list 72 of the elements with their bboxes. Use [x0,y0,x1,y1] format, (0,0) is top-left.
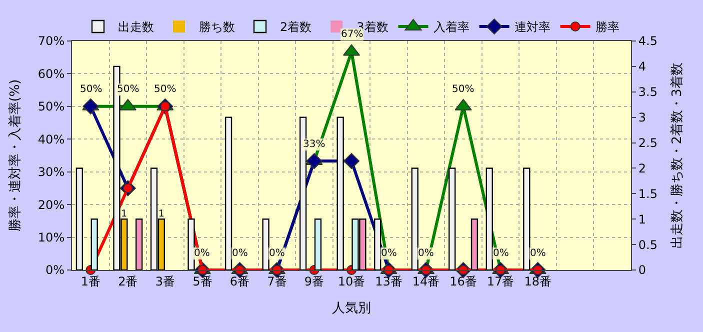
bar [336,116,344,270]
x-axis-title: 人気別 [332,301,371,316]
y2-tick-label: 0.5 [638,238,658,252]
bar [470,218,478,270]
y-tick-label: 10% [38,230,65,244]
x-tick-label: 13番 [375,274,402,288]
data-label: 0% [269,248,285,259]
point [306,153,322,170]
bar [76,168,84,270]
x-tick-label: 9番 [304,274,324,288]
bar [314,218,322,270]
y2-axis-title: 出走数・勝ち数・2着数・3着数 [669,62,686,248]
x-tick-label: 2番 [118,274,138,288]
x-tick-label: 17番 [486,274,514,288]
data-label: 1 [121,208,128,220]
legend-label: 勝ち数 [199,20,235,34]
legend-label: 出走数 [118,20,154,34]
bar [90,218,98,270]
x-tick-label: 1番 [80,274,100,288]
y2-tick-label: 1 [638,212,646,226]
data-label: 33% [303,139,326,150]
point [344,153,360,170]
data-label: 0% [493,248,509,259]
y-tick-label: 70% [38,34,65,48]
y-tick-label: 0% [46,263,65,278]
bar [136,218,143,270]
bar [411,168,418,270]
x-tick-label: 6番 [230,274,250,288]
y-tick-label: 40% [38,132,65,146]
y2-tick-label: 3 [638,110,646,125]
data-label: 0% [381,248,397,259]
x-tick-label: 16番 [450,274,477,288]
bar [262,218,270,270]
y2-tick-label: 1.5 [638,186,658,201]
data-label: 50% [80,84,102,95]
data-label: 50% [154,84,176,95]
bar [486,168,493,270]
data-label: 0% [530,248,546,259]
legend-label: 入着率 [433,20,470,34]
x-tick-label: 14番 [412,274,440,288]
legend-label: 連対率 [514,20,550,34]
bar [374,218,382,270]
bar [448,168,456,270]
legend-label: 2着数 [280,20,312,34]
x-tick-label: 10番 [338,274,366,288]
data-label: 50% [452,84,474,95]
data-label: 0% [194,248,210,259]
y2-tick-label: 3.5 [638,85,658,100]
legend-label: 勝率 [595,20,620,34]
x-tick-label: 3番 [155,274,175,288]
y2-tick-label: 4 [638,60,646,74]
x-tick-label: 5番 [192,274,212,288]
data-label: 67% [341,29,364,40]
bar [523,168,530,270]
bar [224,116,232,270]
data-label: 0% [232,248,248,259]
y-tick-label: 60% [38,66,65,81]
y-tick-label: 30% [38,165,65,180]
data-label: 0% [418,248,434,259]
data-label: 1 [158,208,164,220]
y-axis-title: 勝率・連対率・入着率(%) [6,79,23,232]
point [82,98,99,114]
x-tick-label: 7番 [267,274,287,288]
x-tick-label: 18番 [524,274,552,288]
y-tick-label: 50% [38,100,65,114]
y2-tick-label: 2.5 [638,136,658,150]
y2-tick-label: 4.5 [638,34,658,48]
data-label: 50% [117,84,140,95]
bar [188,218,195,270]
y2-tick-label: 2 [638,161,646,176]
y-tick-label: 20% [38,198,65,212]
y2-tick-label: 0 [638,263,646,278]
